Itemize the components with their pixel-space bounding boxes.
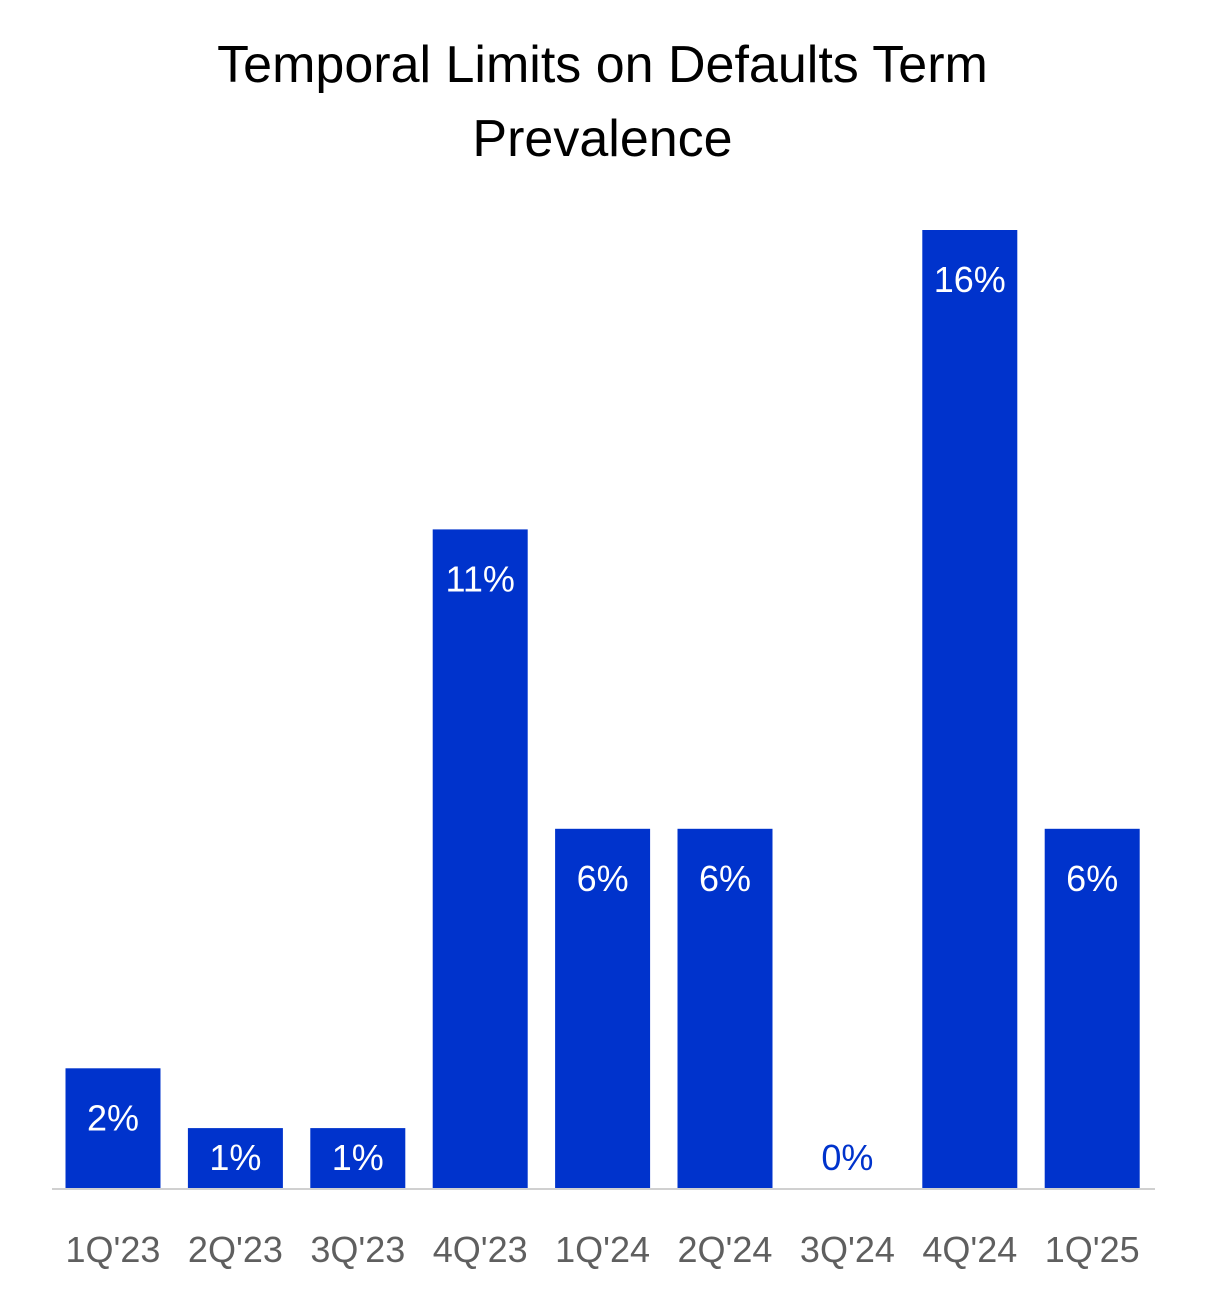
bar-2 [310, 1128, 406, 1188]
bars-group: 2% 1% 1% 11% 6% 6% 0% 16% 6% [65, 230, 1140, 1189]
x-tick-label-5: 2Q'24 [678, 1229, 773, 1270]
chart-title-line-1: Temporal Limits on Defaults Term [217, 36, 988, 94]
bar-7 [922, 230, 1018, 1188]
data-label-6: 0% [821, 1137, 873, 1178]
x-tick-label-2: 3Q'23 [310, 1229, 405, 1270]
bar-0 [65, 1068, 161, 1189]
data-label-2: 1% [332, 1137, 384, 1178]
chart-title: Temporal Limits on Defaults Term Prevale… [0, 28, 1205, 176]
bar-5 [677, 828, 773, 1189]
x-tick-label-6: 3Q'24 [800, 1229, 895, 1270]
x-tick-label-3: 4Q'23 [433, 1229, 528, 1270]
data-label-4: 6% [577, 858, 629, 899]
data-label-0: 2% [87, 1097, 139, 1138]
x-tick-label-7: 4Q'24 [922, 1229, 1017, 1270]
data-label-8: 6% [1066, 858, 1118, 899]
x-tick-label-1: 2Q'23 [188, 1229, 283, 1270]
x-tick-label-0: 1Q'23 [66, 1229, 161, 1270]
data-label-1: 1% [209, 1137, 261, 1178]
bar-1 [187, 1128, 283, 1188]
x-tick-labels: 1Q'23 2Q'23 3Q'23 4Q'23 1Q'24 2Q'24 3Q'24 4Q'24… [66, 1229, 1140, 1270]
x-tick-label-8: 1Q'25 [1045, 1229, 1140, 1270]
data-label-5: 6% [699, 858, 751, 899]
bar-8 [1044, 828, 1140, 1189]
x-tick-label-4: 1Q'24 [555, 1229, 650, 1270]
bar-4 [555, 828, 651, 1189]
data-label-3: 11% [446, 558, 515, 599]
chart-title-line-2: Prevalence [472, 110, 733, 168]
bar-3 [432, 529, 528, 1188]
data-label-7: 16% [934, 259, 1006, 300]
